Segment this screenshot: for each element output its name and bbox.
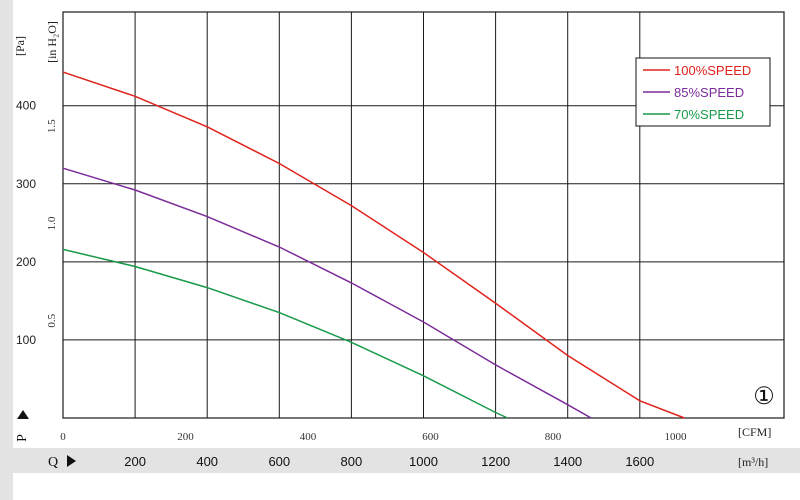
bottom-band [0, 448, 800, 473]
y2-tick-label: 1.5 [46, 119, 58, 133]
x2-tick-label: 800 [545, 431, 562, 443]
p-axis-arrow-icon [17, 410, 29, 419]
x2-tick-label: 400 [300, 431, 317, 443]
x-tick-label: 600 [268, 454, 290, 469]
q-axis-arrow-icon [67, 455, 76, 467]
p-axis-symbol: P [15, 434, 30, 442]
x-tick-label: 800 [341, 454, 363, 469]
x-primary-unit: [m³/h] [738, 455, 768, 469]
x2-tick-label: 600 [422, 431, 439, 443]
x-tick-label: 200 [124, 454, 146, 469]
plot-frame [62, 11, 785, 419]
q-axis-symbol: Q [48, 455, 58, 470]
x-tick-label: 1600 [625, 454, 654, 469]
series-line [62, 71, 685, 419]
y-primary-unit: [Pa] [13, 36, 27, 56]
x-secondary-unit: [CFM] [738, 425, 771, 439]
legend-label: 85%SPEED [674, 85, 744, 100]
y-tick-label: 400 [16, 99, 36, 113]
series-line [62, 248, 508, 419]
y2-tick-label: 0.5 [46, 313, 58, 327]
series-line [62, 167, 592, 419]
x-tick-label: 1000 [409, 454, 438, 469]
legend-label: 100%SPEED [674, 63, 751, 78]
y-secondary-unit: [in H₂O] [45, 21, 59, 63]
x-tick-label: 400 [196, 454, 218, 469]
y2-tick-label: 1.0 [46, 216, 58, 230]
curve-number-badge: ① [753, 382, 775, 410]
y-tick-label: 200 [16, 255, 36, 269]
x-tick-label: 1400 [553, 454, 582, 469]
y-tick-label: 300 [16, 177, 36, 191]
legend-label: 70%SPEED [674, 107, 744, 122]
x-tick-label: 1200 [481, 454, 510, 469]
x2-tick-label: 0 [60, 431, 66, 443]
y-tick-label: 100 [16, 333, 36, 347]
left-band [0, 0, 13, 500]
x2-tick-label: 200 [177, 431, 194, 443]
x2-tick-label: 1000 [664, 431, 687, 443]
